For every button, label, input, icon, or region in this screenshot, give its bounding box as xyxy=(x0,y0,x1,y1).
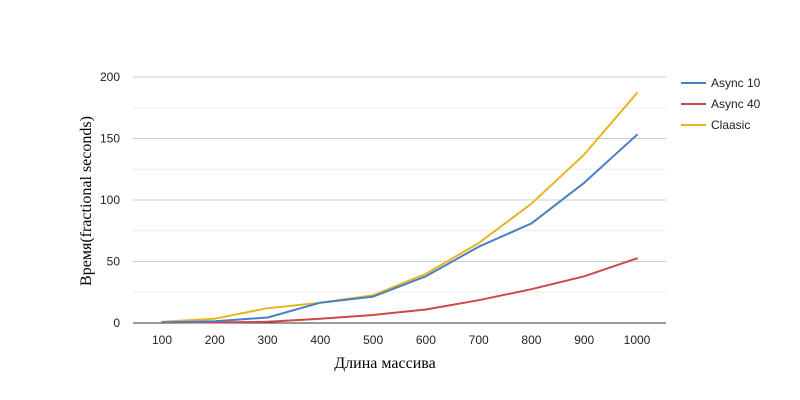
x-tick-label: 300 xyxy=(258,333,278,347)
series-line-async-40 xyxy=(161,257,638,324)
x-tick-label: 400 xyxy=(310,333,330,347)
y-tick-label: 150 xyxy=(100,132,120,146)
x-tick-label: 900 xyxy=(574,333,594,347)
x-axis-ticks: 100 200 300 400 500 600 700 800 900 1000 xyxy=(152,333,651,347)
series-line-async-10 xyxy=(161,133,638,324)
y-axis-ticks: 0 50 100 150 200 xyxy=(100,70,120,330)
y-tick-label: 200 xyxy=(100,70,120,84)
x-tick-label: 600 xyxy=(416,333,436,347)
grid-lines xyxy=(133,76,666,293)
legend-label: Async 40 xyxy=(711,97,761,111)
x-tick-label: 700 xyxy=(469,333,489,347)
y-tick-label: 100 xyxy=(100,193,120,207)
legend-label: Claasic xyxy=(711,118,750,132)
series-line-claasic xyxy=(161,92,638,323)
x-axis-title: Длина массива xyxy=(334,355,435,372)
legend-label: Async 10 xyxy=(711,76,761,90)
legend: Async 10 Async 40 Claasic xyxy=(681,76,761,132)
y-tick-label: 0 xyxy=(113,316,120,330)
series-lines xyxy=(161,92,638,324)
x-tick-label: 1000 xyxy=(624,333,651,347)
y-tick-label: 50 xyxy=(107,255,121,269)
x-tick-label: 100 xyxy=(152,333,172,347)
x-tick-label: 500 xyxy=(363,333,383,347)
x-tick-label: 200 xyxy=(205,333,225,347)
y-axis-title: Время(fractional seconds) xyxy=(78,116,95,286)
x-tick-label: 800 xyxy=(521,333,541,347)
